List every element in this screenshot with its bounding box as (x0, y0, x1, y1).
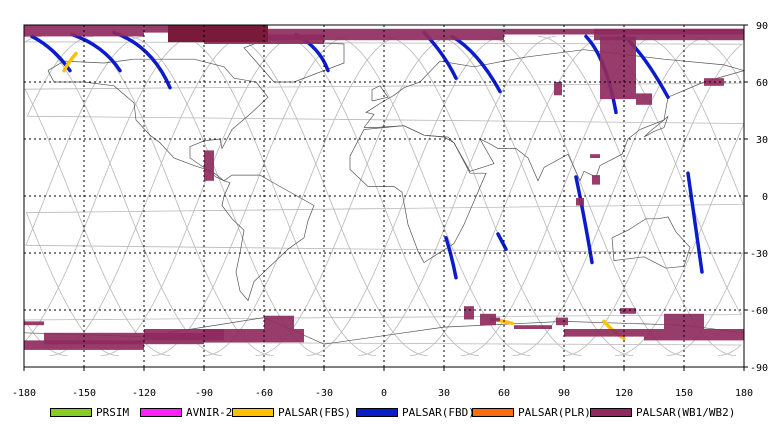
x-tick-label: -90 (195, 388, 213, 399)
x-tick-label: 90 (558, 388, 570, 399)
legend-palsar-plr-swatch (472, 408, 514, 417)
world-coverage-map: -180 -150 -120 -90 -60 -30 0 30 60 90 120 150 180 90… (11, 21, 768, 399)
y-tick-label: 30 (756, 135, 768, 146)
swath-block (556, 317, 568, 326)
legend-palsar-plr-label: PALSAR(PLR) (518, 406, 591, 419)
y-tick-label: 90 (756, 21, 768, 32)
legend-palsar-fbs-swatch (232, 408, 274, 417)
swath-block (590, 154, 600, 158)
swath-block (514, 325, 552, 329)
swath-block (44, 332, 204, 345)
x-tick-label: 30 (438, 388, 450, 399)
coastline (363, 49, 746, 182)
swath-strip (496, 232, 508, 251)
legend-palsar-wb-swatch (590, 408, 632, 417)
swath-strip (686, 171, 704, 274)
swath-block (464, 306, 474, 320)
coastline (611, 216, 691, 269)
coastline (47, 58, 269, 182)
orbit-track (383, 36, 582, 356)
x-tick-label: -150 (72, 388, 96, 399)
y-tick-label: -60 (750, 306, 768, 317)
x-tick-label: -120 (132, 388, 156, 399)
swath-block (264, 315, 294, 329)
legend-avnir2-label: AVNIR-2 (186, 406, 233, 419)
swath-block (592, 175, 600, 185)
y-tick-label: 60 (756, 78, 768, 89)
latitude-labels: 90 60 30 0 -30 -60 -90 (744, 21, 768, 374)
legend-palsar-plr: PALSAR(PLR) (472, 406, 591, 419)
legend-palsar-wb: PALSAR(WB1/WB2) (590, 406, 735, 419)
x-tick-label: 0 (381, 388, 387, 399)
swath-block (600, 36, 636, 100)
legend-avnir2-swatch (140, 408, 182, 417)
swath-block (144, 329, 224, 341)
legend: PRSIM AVNIR-2 PALSAR(FBS) PALSAR(FBD) PA… (0, 402, 770, 426)
swath-block (490, 317, 500, 322)
swath-strip (62, 51, 78, 73)
coastline (371, 85, 389, 102)
legend-prsim-label: PRSIM (96, 406, 130, 419)
x-tick-label: -30 (315, 388, 333, 399)
swath-block (564, 329, 644, 337)
longitude-labels: -180 -150 -120 -90 -60 -30 0 30 60 90 120 150 180 (12, 367, 753, 399)
lat-lon-grid (24, 25, 744, 367)
legend-palsar-fbd-swatch (356, 408, 398, 417)
swath-block (168, 25, 268, 43)
swath-block (204, 329, 304, 343)
swath-block (24, 321, 44, 326)
y-tick-label: -30 (750, 249, 768, 260)
orbit-track (23, 36, 743, 356)
x-tick-label: 180 (735, 388, 753, 399)
swath-block (594, 28, 744, 41)
y-tick-label: 0 (762, 192, 768, 203)
coastline (221, 174, 315, 302)
legend-palsar-wb-label: PALSAR(WB1/WB2) (636, 406, 736, 419)
swath-block (554, 82, 562, 96)
legend-palsar-fbd: PALSAR(FBD) (356, 406, 475, 419)
coastline (349, 125, 487, 263)
x-tick-label: -180 (12, 388, 36, 399)
swath-block (636, 93, 652, 105)
swath-block (480, 313, 496, 326)
x-tick-label: -60 (255, 388, 273, 399)
x-tick-label: 120 (615, 388, 633, 399)
legend-prsim-swatch (50, 408, 92, 417)
swath-strip (70, 32, 122, 73)
swath-block (644, 329, 744, 341)
legend-prsim: PRSIM (50, 406, 129, 419)
orbit-track (409, 36, 608, 356)
legend-palsar-fbd-label: PALSAR(FBD) (402, 406, 475, 419)
orbit-track (178, 36, 377, 356)
swath-block (620, 308, 636, 314)
swath-block (264, 28, 504, 41)
legend-palsar-fbs: PALSAR(FBS) (232, 406, 351, 419)
orbit-track (332, 36, 531, 356)
legend-avnir2: AVNIR-2 (140, 406, 232, 419)
orbit-track (512, 36, 711, 356)
x-tick-label: 150 (675, 388, 693, 399)
swath-block (576, 197, 584, 206)
x-tick-label: 60 (498, 388, 510, 399)
swath-strip (444, 236, 458, 280)
y-tick-label: -90 (750, 363, 768, 374)
legend-palsar-fbs-label: PALSAR(FBS) (278, 406, 351, 419)
coastline (643, 115, 669, 138)
swath-block (204, 150, 214, 181)
